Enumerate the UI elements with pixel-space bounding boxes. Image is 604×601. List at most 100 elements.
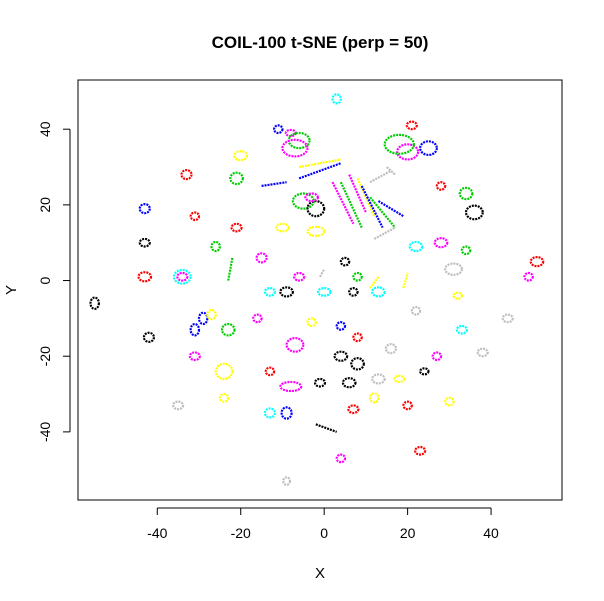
x-tick-label: -20 xyxy=(231,525,251,541)
cluster-mark-28 xyxy=(435,181,447,191)
cluster-mark-80 xyxy=(476,347,489,358)
y-axis-label: Y xyxy=(3,285,20,295)
x-axis: -40 -20 0 20 40 xyxy=(147,507,499,541)
cluster-mark-76 xyxy=(333,350,349,362)
cluster-mark-7 xyxy=(383,133,415,155)
cluster-mark-91 xyxy=(444,396,455,407)
cluster-mark-88 xyxy=(419,367,430,376)
cluster-mark-63 xyxy=(206,308,217,321)
cluster-mark-39 xyxy=(433,237,449,249)
cluster-mark-99 xyxy=(414,445,427,456)
cluster-mark-78 xyxy=(384,343,398,355)
y-tick-label: 40 xyxy=(37,121,53,137)
cluster-mark-26 xyxy=(304,192,320,203)
cluster-mark-64 xyxy=(252,313,263,324)
cluster-mark-79 xyxy=(431,351,443,362)
cluster-mark-10 xyxy=(298,158,342,169)
cluster-mark-27 xyxy=(458,186,474,201)
cluster-mark-42 xyxy=(227,257,234,281)
x-tick-label: 0 xyxy=(320,525,328,541)
cluster-mark-73 xyxy=(352,332,363,343)
cluster-mark-36 xyxy=(210,240,221,253)
cluster-mark-90 xyxy=(368,392,380,404)
cluster-mark-40 xyxy=(460,245,472,256)
cluster-mark-60 xyxy=(452,291,463,300)
cluster-mark-89 xyxy=(218,392,230,403)
cluster-mark-66 xyxy=(501,313,514,324)
cluster-mark-35 xyxy=(138,237,151,248)
x-tick-label: 20 xyxy=(400,525,416,541)
cluster-mark-52 xyxy=(352,271,363,282)
cluster-mark-62 xyxy=(197,311,209,326)
cluster-mark-54 xyxy=(402,272,409,289)
cluster-mark-43 xyxy=(339,256,351,267)
x-tick-label: -40 xyxy=(147,525,167,541)
cluster-mark-23 xyxy=(386,166,396,176)
cluster-mark-56 xyxy=(263,287,277,297)
cluster-mark-51 xyxy=(319,268,326,278)
cluster-mark-81 xyxy=(214,362,234,381)
cluster-mark-68 xyxy=(220,322,236,337)
cluster-mark-46 xyxy=(523,271,534,282)
cluster-mark-53 xyxy=(369,276,380,289)
cluster-mark-97 xyxy=(315,423,338,433)
cluster-mark-58 xyxy=(348,287,359,297)
cluster-mark-75 xyxy=(188,351,201,362)
cluster-mark-49 xyxy=(176,271,189,282)
cluster-mark-12 xyxy=(180,168,193,181)
cluster-mark-71 xyxy=(306,317,317,328)
cluster-mark-92 xyxy=(172,400,185,411)
cluster-mark-1 xyxy=(405,120,418,131)
cluster-mark-14 xyxy=(261,181,287,188)
cluster-mark-32 xyxy=(275,222,290,233)
cluster-mark-77 xyxy=(350,357,365,371)
cluster-mark-17 xyxy=(331,181,355,225)
cluster-mark-59 xyxy=(371,286,386,298)
cluster-mark-22 xyxy=(369,169,392,184)
cluster-mark-9 xyxy=(233,150,249,162)
cluster-mark-34 xyxy=(230,222,243,233)
cluster-mark-87 xyxy=(393,374,406,384)
cluster-mark-98 xyxy=(335,453,347,464)
cluster-mark-61 xyxy=(89,296,100,311)
cluster-mark-84 xyxy=(313,377,327,388)
cluster-mark-37 xyxy=(373,226,396,240)
cluster-mark-29 xyxy=(138,203,151,215)
y-tick-label: 0 xyxy=(37,276,53,284)
y-tick-label: -40 xyxy=(37,422,53,442)
cluster-mark-83 xyxy=(279,380,303,393)
x-tick-label: 40 xyxy=(483,525,499,541)
cluster-mark-82 xyxy=(264,366,276,377)
cluster-mark-74 xyxy=(285,336,305,353)
cluster-mark-25 xyxy=(306,199,326,218)
cluster-mark-8 xyxy=(419,140,438,157)
cluster-mark-30 xyxy=(189,211,201,222)
cluster-mark-41 xyxy=(255,252,268,264)
y-tick-label: -20 xyxy=(37,346,53,366)
cluster-mark-55 xyxy=(279,286,294,298)
cluster-mark-85 xyxy=(341,377,357,389)
cluster-mark-15 xyxy=(348,174,367,213)
cluster-mark-93 xyxy=(263,407,277,419)
cluster-mark-5 xyxy=(281,138,309,158)
cluster-mark-33 xyxy=(306,225,326,237)
cluster-mark-57 xyxy=(316,287,332,297)
cluster-mark-19 xyxy=(360,185,384,229)
cluster-mark-2 xyxy=(273,124,284,135)
cluster-mark-38 xyxy=(408,240,424,253)
cluster-mark-6 xyxy=(396,143,420,161)
cluster-mark-45 xyxy=(529,255,545,268)
cluster-mark-96 xyxy=(402,400,413,411)
cluster-mark-67 xyxy=(142,331,156,343)
cluster-mark-70 xyxy=(335,321,347,331)
cluster-mark-11 xyxy=(298,162,342,180)
cluster-mark-44 xyxy=(444,262,463,276)
chart-title: COIL-100 t-SNE (perp = 50) xyxy=(212,33,429,52)
cluster-mark-50 xyxy=(293,271,306,282)
cluster-mark-86 xyxy=(371,373,386,385)
cluster-mark-31 xyxy=(464,204,484,221)
y-axis: -40 -20 0 20 40 xyxy=(37,121,71,442)
cluster-mark-65 xyxy=(410,305,422,316)
cluster-mark-24 xyxy=(291,192,315,210)
